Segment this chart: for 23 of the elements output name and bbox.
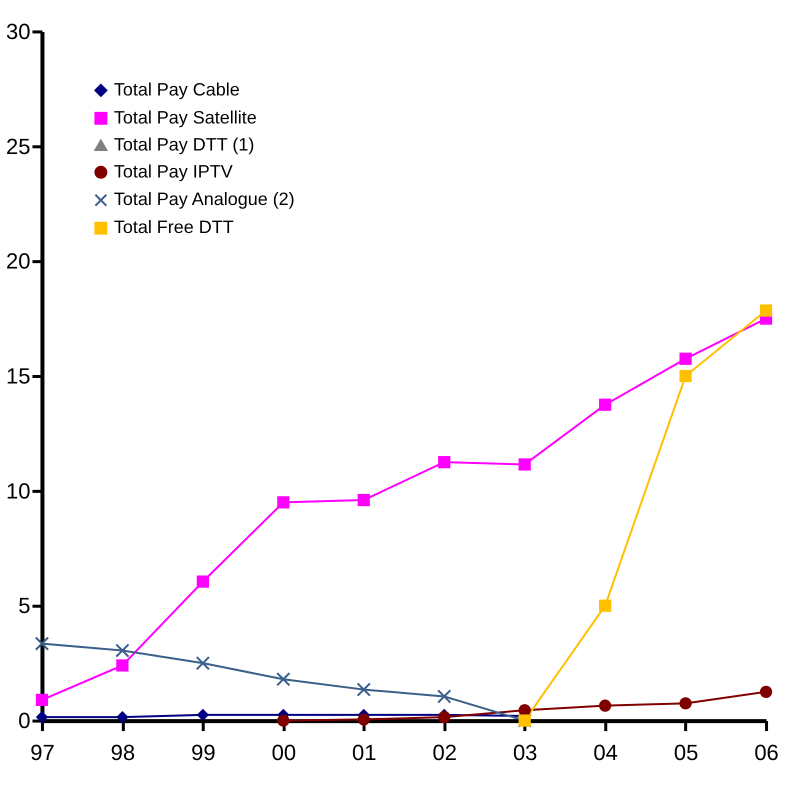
x-tick-label: 06 — [754, 740, 779, 766]
legend-label: Total Pay DTT (1) — [114, 134, 254, 154]
x-tick-label: 00 — [272, 740, 296, 766]
y-tick-label: 15 — [6, 364, 30, 388]
x-tick-label: 98 — [110, 740, 136, 766]
x-tick-label: 05 — [674, 740, 698, 766]
x-tick-label: 01 — [352, 740, 376, 766]
x-tick-label: 03 — [512, 740, 538, 766]
legend-label: Total Pay Cable — [114, 79, 240, 100]
legend-label: Total Pay Satellite — [114, 107, 257, 128]
y-tick-label: 30 — [6, 18, 30, 44]
legend-label: Total Pay Analogue (2) — [114, 189, 295, 210]
x-tick-label: 02 — [432, 740, 457, 766]
legend-label: Total Free DTT — [114, 217, 234, 238]
x-tick-label: 97 — [30, 740, 55, 766]
y-tick-label: 20 — [6, 248, 30, 274]
y-tick-label: 5 — [18, 593, 30, 618]
legend-label: Total Pay IPTV — [114, 161, 233, 182]
x-tick-label: 99 — [191, 740, 216, 766]
y-tick-label: 10 — [6, 478, 30, 504]
y-tick-label: 0 — [18, 708, 30, 734]
y-tick-label: 25 — [6, 134, 30, 159]
x-tick-label: 04 — [593, 740, 618, 766]
